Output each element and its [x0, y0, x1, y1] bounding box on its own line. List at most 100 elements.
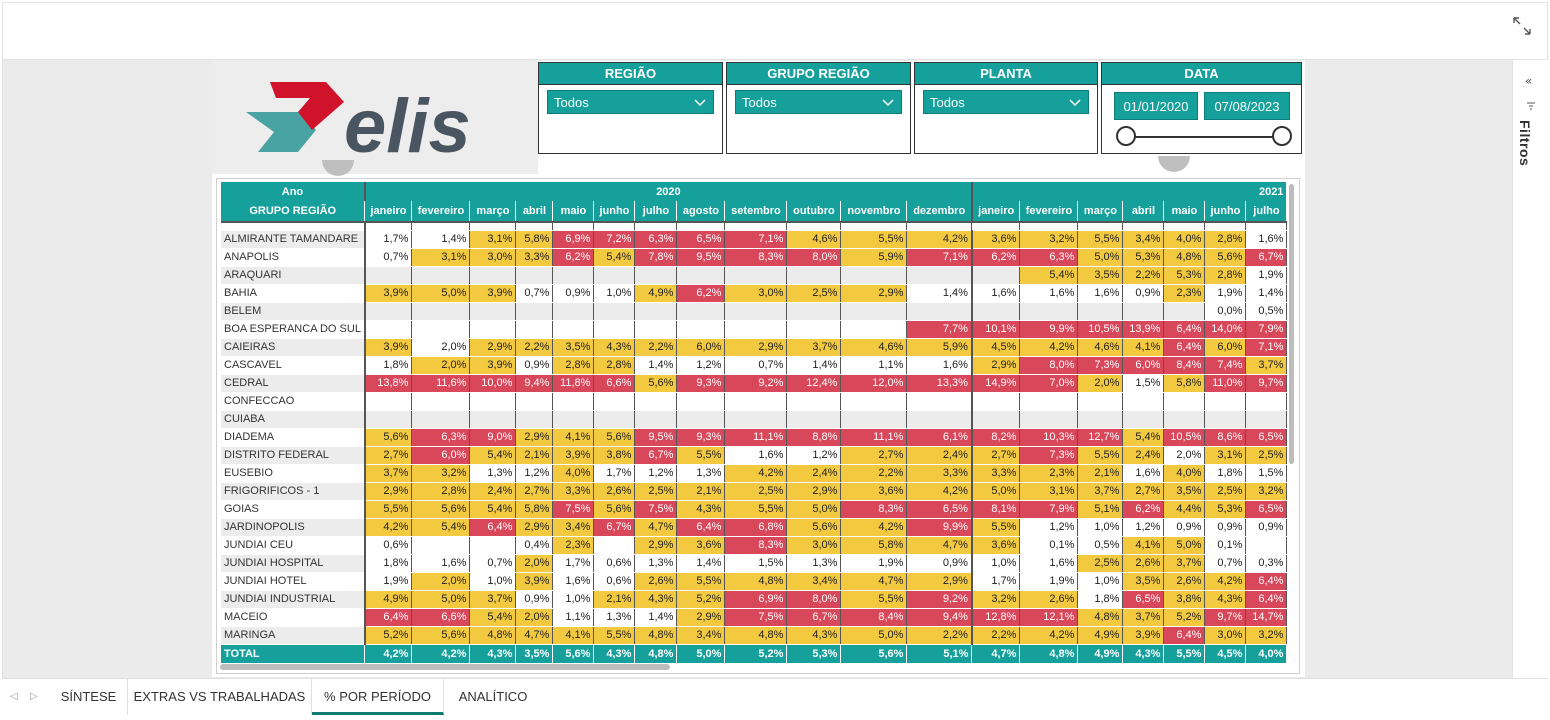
table-cell[interactable]: 2,4% [469, 482, 517, 501]
table-cell[interactable]: 9,7% [1245, 374, 1288, 393]
table-cell[interactable]: 0,6% [364, 536, 413, 555]
table-cell[interactable]: 7,7% [906, 320, 973, 339]
table-cell[interactable]: 3,9% [1122, 626, 1165, 645]
table-cell[interactable]: 4,8% [634, 626, 678, 645]
table-cell[interactable]: 2,0% [1163, 446, 1206, 465]
table-cell[interactable] [1077, 392, 1124, 411]
table-cell[interactable]: 3,7% [469, 590, 517, 609]
row-label[interactable]: GOIAS [221, 500, 366, 519]
date-start-input[interactable]: 01/01/2020 [1114, 92, 1198, 120]
table-cell[interactable]: 4,8% [724, 626, 788, 645]
row-label[interactable]: CONFECCAO [221, 392, 366, 411]
table-cell[interactable]: 2,0% [411, 572, 471, 591]
table-cell[interactable]: 5,5% [840, 590, 908, 609]
table-cell[interactable] [1163, 410, 1206, 429]
table-cell[interactable] [1077, 302, 1124, 321]
table-cell[interactable]: 1,6% [970, 284, 1021, 303]
table-cell[interactable]: 0,7% [724, 356, 788, 375]
table-cell[interactable]: 6,2% [970, 248, 1021, 267]
table-cell[interactable]: 8,0% [786, 590, 842, 609]
row-label[interactable]: ARAQUARI [221, 266, 366, 285]
table-cell[interactable] [515, 392, 554, 411]
table-cell[interactable]: 3,0% [1204, 626, 1247, 645]
table-cell[interactable]: 3,4% [676, 626, 726, 645]
table-cell[interactable] [515, 320, 554, 339]
table-cell[interactable]: 3,7% [786, 338, 842, 357]
table-cell[interactable]: 2,9% [906, 572, 973, 591]
table-cell[interactable] [906, 302, 973, 321]
table-cell[interactable]: 6,4% [1163, 626, 1206, 645]
table-cell[interactable]: 4,2% [840, 518, 908, 537]
month-header[interactable]: setembro [724, 201, 788, 223]
table-cell[interactable] [1077, 410, 1124, 429]
table-cell[interactable] [469, 536, 517, 555]
table-cell[interactable]: 3,1% [469, 230, 517, 249]
table-cell[interactable]: 6,5% [1245, 428, 1288, 447]
month-header[interactable]: junho [593, 201, 636, 223]
table-cell[interactable]: 2,8% [1204, 230, 1247, 249]
table-cell[interactable]: 12,7% [1077, 428, 1124, 447]
table-cell[interactable] [840, 302, 908, 321]
table-cell[interactable]: 5,0% [1077, 248, 1124, 267]
table-cell[interactable]: 6,7% [1245, 248, 1288, 267]
table-cell[interactable]: 14,7% [1245, 608, 1288, 627]
table-cell[interactable] [634, 266, 678, 285]
table-cell[interactable]: 3,9% [469, 356, 517, 375]
table-cell[interactable]: 14,9% [970, 374, 1021, 393]
table-cell[interactable] [364, 302, 413, 321]
table-cell[interactable]: 8,4% [840, 608, 908, 627]
table-cell[interactable] [970, 392, 1021, 411]
table-cell[interactable]: 1,6% [411, 554, 471, 573]
table-cell[interactable]: 6,6% [411, 608, 471, 627]
month-header[interactable]: novembro [840, 201, 908, 223]
table-cell[interactable]: 9,4% [515, 374, 554, 393]
table-cell[interactable]: 1,4% [411, 230, 471, 249]
table-cell[interactable] [1122, 392, 1165, 411]
table-cell[interactable]: 1,6% [1122, 464, 1165, 483]
table-cell[interactable]: 8,0% [786, 248, 842, 267]
table-row[interactable]: CONFECCAO [221, 392, 1288, 411]
table-row[interactable]: JUNDIAI INDUSTRIAL 4,9% 5,0% 3,7% 0,9% 1,0% 2,… [221, 590, 1288, 609]
table-row[interactable]: BOA ESPERANCA DO SUL 7,7% 10,1% 9,9% 10,5% 13… [221, 320, 1288, 339]
table-cell[interactable] [364, 320, 413, 339]
table-cell[interactable]: 3,6% [970, 536, 1021, 555]
table-cell[interactable]: 2,9% [364, 482, 413, 501]
table-cell[interactable]: 0,4% [515, 536, 554, 555]
month-header[interactable]: junho [1204, 201, 1247, 223]
table-row[interactable]: CAIEIRAS 3,9% 2,0% 2,9% 2,2% 3,5% 4,3% 2,2% 6,0%… [221, 338, 1288, 357]
table-cell[interactable]: 4,2% [1204, 572, 1247, 591]
table-cell[interactable]: 0,0% [1204, 302, 1247, 321]
table-cell[interactable]: 1,8% [1204, 464, 1247, 483]
table-cell[interactable]: 4,7% [906, 536, 973, 555]
row-label[interactable]: JUNDIAI CEU [221, 536, 366, 555]
table-cell[interactable]: 2,8% [552, 356, 595, 375]
table-cell[interactable]: 3,2% [970, 590, 1021, 609]
table-cell[interactable]: 6,9% [552, 230, 595, 249]
table-cell[interactable]: 1,9% [1245, 266, 1288, 285]
table-cell[interactable]: 1,9% [1204, 284, 1247, 303]
table-cell[interactable]: 3,4% [552, 518, 595, 537]
table-cell[interactable]: 14,0% [1204, 320, 1247, 339]
table-cell[interactable]: 6,4% [676, 518, 726, 537]
table-cell[interactable]: 4,7% [840, 572, 908, 591]
table-cell[interactable]: 1,4% [676, 554, 726, 573]
table-cell[interactable] [1019, 392, 1079, 411]
month-header[interactable]: maio [552, 201, 595, 223]
table-cell[interactable]: 12,4% [786, 374, 842, 393]
table-cell[interactable]: 10,5% [1077, 320, 1124, 339]
table-cell[interactable]: 7,1% [724, 230, 788, 249]
table-cell[interactable]: 2,0% [411, 356, 471, 375]
table-cell[interactable] [552, 302, 595, 321]
table-cell[interactable]: 0,9% [515, 590, 554, 609]
table-cell[interactable]: 3,7% [1163, 554, 1206, 573]
row-label[interactable]: CUIABA [221, 410, 366, 429]
table-cell[interactable]: 1,2% [634, 464, 678, 483]
month-header[interactable]: julho [1245, 201, 1288, 223]
table-cell[interactable]: 2,7% [840, 446, 908, 465]
table-cell[interactable] [786, 392, 842, 411]
table-cell[interactable] [634, 410, 678, 429]
table-cell[interactable]: 2,9% [786, 482, 842, 501]
table-cell[interactable] [724, 320, 788, 339]
table-cell[interactable]: 2,6% [1122, 554, 1165, 573]
month-header[interactable]: maio [1163, 201, 1206, 223]
